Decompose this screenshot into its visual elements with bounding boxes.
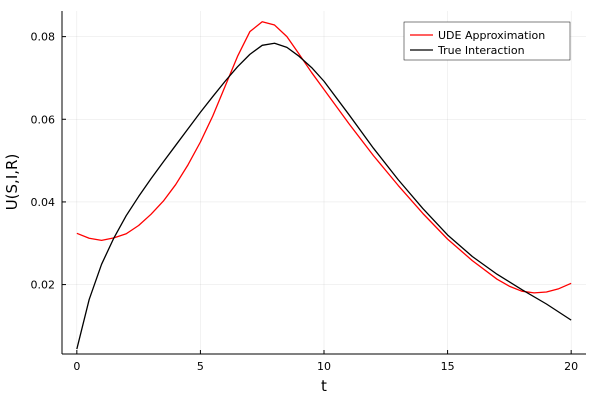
x-tick-label: 15 [441, 360, 455, 373]
y-tick-label: 0.06 [31, 113, 56, 126]
legend: UDE Approximation True Interaction [403, 21, 571, 61]
y-tick-label: 0.02 [31, 279, 56, 292]
x-tick-label: 10 [317, 360, 331, 373]
y-tick-label: 0.04 [31, 196, 56, 209]
legend-label-ude: UDE Approximation [438, 29, 545, 42]
legend-box [403, 21, 571, 61]
axes [61, 11, 586, 355]
x-axis-title: t [321, 377, 327, 395]
true-interaction-line [76, 42, 572, 350]
tick-labels: 0 5 10 15 20 0.02 0.04 0.06 0.08 [31, 31, 579, 373]
grid [62, 11, 586, 354]
x-tick-label: 5 [197, 360, 204, 373]
legend-label-true: True Interaction [437, 44, 525, 57]
ude-approximation-line [76, 21, 572, 294]
y-axis-title: U(S,I,R) [3, 154, 21, 211]
x-tick-label: 0 [73, 360, 80, 373]
y-tick-label: 0.08 [31, 31, 56, 44]
series-layer [76, 21, 572, 350]
x-tick-label: 20 [564, 360, 578, 373]
